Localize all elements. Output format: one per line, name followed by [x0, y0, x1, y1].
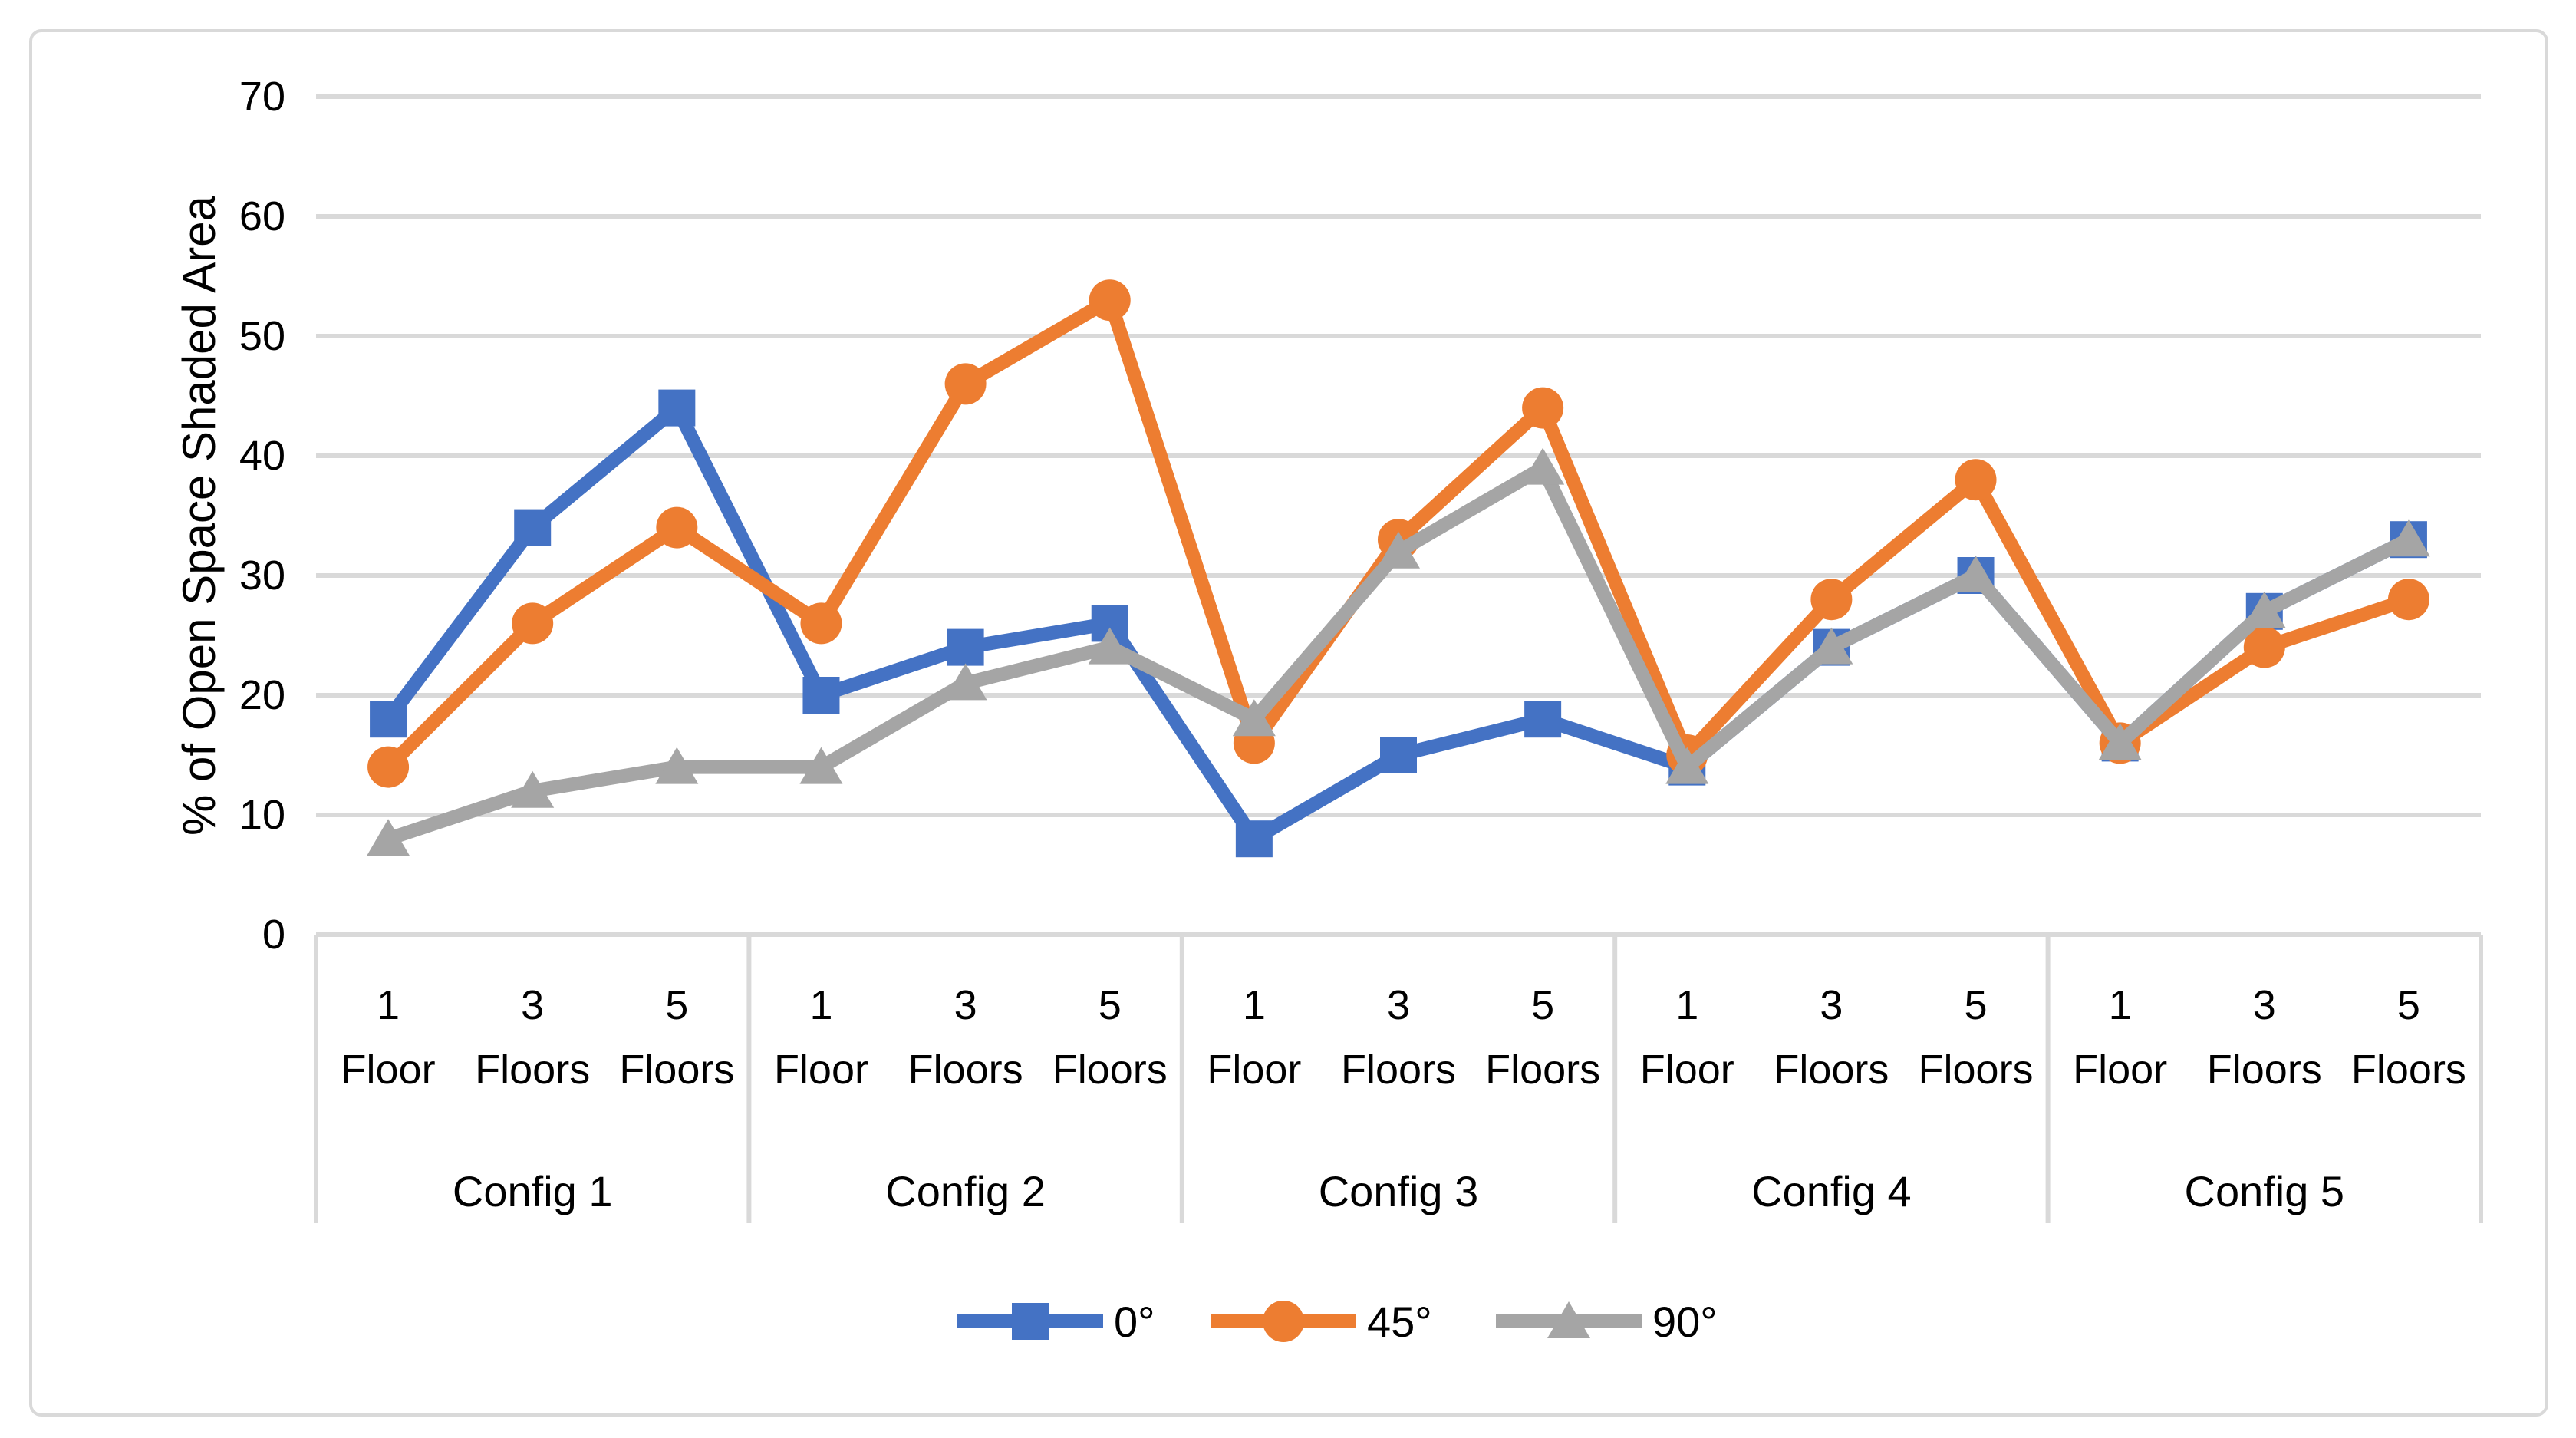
- legend-label-0: 0°: [1114, 1298, 1155, 1346]
- series-marker-0-4: [947, 628, 984, 666]
- series-marker-2-1: [511, 770, 555, 808]
- x-tick-floor-count: 1: [1675, 982, 1698, 1028]
- x-tick-floor-count: 1: [1243, 982, 1266, 1028]
- y-tick-label-50: 50: [239, 313, 285, 359]
- legend-marker-1: [1263, 1301, 1304, 1342]
- series-marker-0-7: [1380, 737, 1417, 773]
- series-marker-1-14: [2387, 579, 2429, 621]
- x-group-label-5: Config 5: [2185, 1167, 2345, 1215]
- x-tick-floor-word: Floors: [1341, 1047, 1456, 1093]
- series-marker-1-8: [1522, 387, 1564, 429]
- series-marker-0-1: [514, 509, 552, 546]
- category-axis: [314, 935, 2483, 1223]
- series-marker-1-0: [367, 746, 410, 788]
- series-marker-2-11: [1954, 556, 1998, 592]
- x-tick-floor-word: Floor: [1207, 1047, 1301, 1093]
- series-marker-1-5: [1089, 279, 1131, 322]
- series-marker-1-1: [512, 602, 554, 645]
- x-tick-floor-count: 5: [1965, 982, 1988, 1028]
- x-tick-floor-count: 5: [2397, 982, 2420, 1028]
- series-marker-2-7: [1377, 531, 1420, 569]
- x-tick-floor-count: 1: [809, 982, 832, 1028]
- y-tick-label-60: 60: [239, 193, 285, 239]
- x-tick-floor-word: Floor: [1640, 1047, 1734, 1093]
- series-marker-0-0: [370, 701, 407, 738]
- series-marker-0-2: [658, 389, 696, 427]
- x-tick-floor-word: Floors: [2351, 1047, 2466, 1093]
- series-marker-0-3: [802, 677, 840, 714]
- chart-frame: [29, 29, 2548, 1417]
- series-marker-0-8: [1524, 701, 1562, 738]
- series-marker-2-12: [2098, 723, 2142, 760]
- x-tick-floor-count: 3: [2253, 982, 2276, 1028]
- series-marker-2-0: [367, 819, 410, 856]
- x-tick-floor-count: 3: [1387, 982, 1410, 1028]
- x-tick-floor-word: Floors: [1052, 1047, 1168, 1093]
- series-marker-2-8: [1521, 447, 1565, 485]
- x-tick-floor-word: Floors: [619, 1047, 734, 1093]
- series-marker-2-4: [944, 663, 987, 701]
- series-marker-2-10: [1810, 627, 1853, 665]
- y-tick-label-40: 40: [239, 433, 285, 479]
- x-tick-floor-word: Floor: [341, 1047, 436, 1093]
- legend: 0° 45° 90°: [957, 1298, 1718, 1346]
- legend-marker-2: [1547, 1301, 1590, 1338]
- series-marker-0-6: [1235, 820, 1273, 858]
- legend-item-0: 0°: [957, 1298, 1155, 1346]
- x-tick-floor-count: 3: [521, 982, 544, 1028]
- x-tick-floor-word: Floors: [2207, 1047, 2322, 1093]
- x-tick-floor-count: 5: [665, 982, 688, 1028]
- legend-marker-0: [1012, 1303, 1049, 1340]
- x-tick-floor-word: Floors: [1919, 1047, 2034, 1093]
- x-tick-floor-word: Floors: [908, 1047, 1023, 1093]
- x-tick-floor-word: Floor: [774, 1047, 868, 1093]
- series-marker-1-3: [800, 602, 842, 645]
- data-series: [367, 279, 2430, 858]
- x-tick-floor-word: Floors: [1485, 1047, 1600, 1093]
- gridlines: [316, 94, 2481, 937]
- series-marker-1-10: [1810, 579, 1853, 621]
- x-tick-floor-count: 3: [954, 982, 977, 1028]
- series-marker-2-9: [1665, 747, 1709, 784]
- x-tick-floor-count: 1: [377, 982, 400, 1028]
- y-tick-label-0: 0: [262, 912, 285, 958]
- series-marker-2-3: [799, 747, 843, 784]
- y-axis-tick-labels: 0 10 20 30 40 50 60 70: [239, 74, 285, 958]
- legend-item-2: 90°: [1496, 1298, 1718, 1346]
- x-group-label-4: Config 4: [1751, 1167, 1912, 1215]
- group-labels: Config 1 Config 2 Config 3 Config 4 Config 5: [453, 1167, 2344, 1215]
- series-marker-2-2: [655, 747, 699, 784]
- series-marker-2-5: [1088, 627, 1132, 665]
- y-tick-label-70: 70: [239, 74, 285, 120]
- legend-item-1: 45°: [1211, 1298, 1432, 1346]
- y-tick-label-30: 30: [239, 552, 285, 599]
- series-marker-1-2: [656, 506, 698, 549]
- x-tick-floor-word: Floors: [475, 1047, 590, 1093]
- x-tick-floor-count: 5: [1531, 982, 1554, 1028]
- x-group-label-1: Config 1: [453, 1167, 613, 1215]
- y-tick-label-20: 20: [239, 672, 285, 718]
- y-tick-label-10: 10: [239, 792, 285, 838]
- series-marker-1-4: [944, 363, 987, 405]
- x-group-label-3: Config 3: [1319, 1167, 1479, 1215]
- legend-label-2: 90°: [1652, 1298, 1718, 1346]
- x-group-label-2: Config 2: [885, 1167, 1046, 1215]
- series-marker-2-6: [1232, 699, 1276, 737]
- x-tick-floor-count: 3: [1820, 982, 1843, 1028]
- x-tick-floor-count: 1: [2109, 982, 2132, 1028]
- x-axis-labels: 1 Floor 3 Floors 5 Floors 1 Floor 3 Floors 5 Floors…: [341, 982, 2466, 1093]
- y-axis-title: % of Open Space Shaded Area: [173, 195, 225, 836]
- series-marker-1-13: [2243, 626, 2285, 668]
- x-tick-floor-word: Floor: [2073, 1047, 2167, 1093]
- legend-label-1: 45°: [1367, 1298, 1432, 1346]
- x-tick-floor-count: 5: [1099, 982, 1122, 1028]
- series-marker-2-13: [2242, 591, 2286, 628]
- series-marker-1-11: [1955, 459, 1997, 501]
- x-tick-floor-word: Floors: [1774, 1047, 1889, 1093]
- series-marker-2-14: [2387, 519, 2430, 557]
